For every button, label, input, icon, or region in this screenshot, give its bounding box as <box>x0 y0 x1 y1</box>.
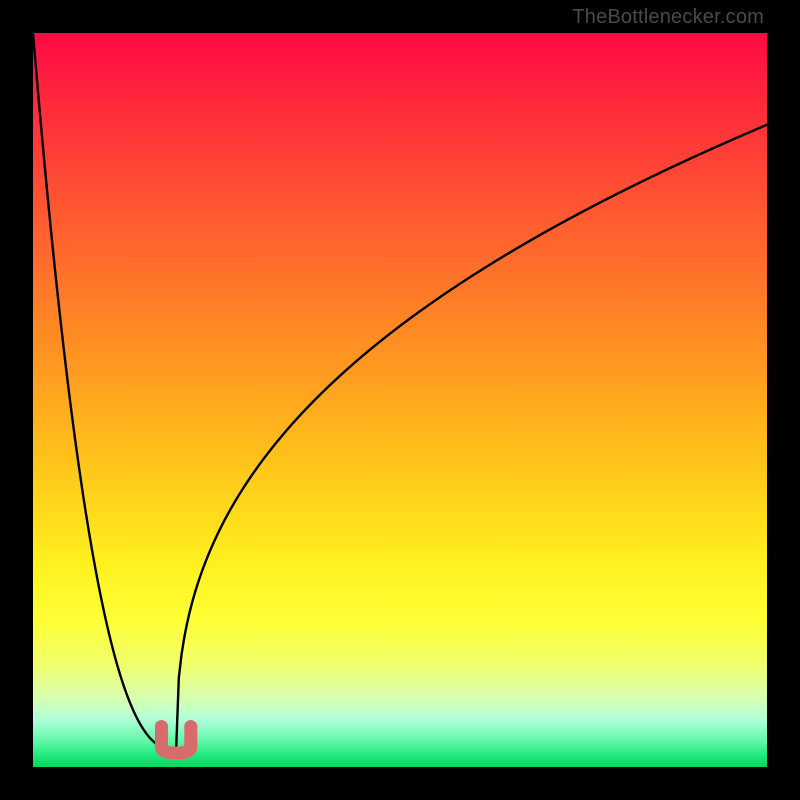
bottleneck-curve <box>33 33 767 767</box>
watermark-text: TheBottlenecker.com <box>572 6 764 29</box>
chart-plot-area <box>33 33 767 767</box>
